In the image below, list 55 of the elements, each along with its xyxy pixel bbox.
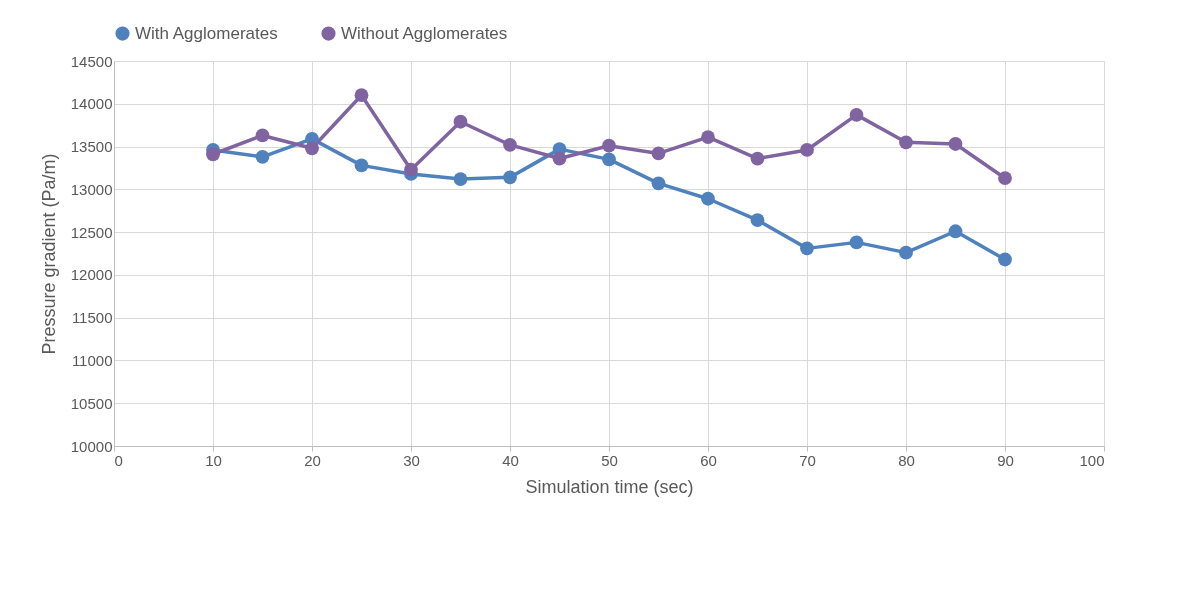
y-axis-title: Pressure gradient (Pa/m) [38, 153, 59, 355]
point [800, 241, 814, 256]
point [602, 138, 616, 153]
legend-label: Without Agglomerates [341, 23, 508, 43]
y-tick-label: 14500 [70, 52, 113, 70]
y-tick-label: 13500 [70, 138, 113, 156]
point [651, 176, 666, 191]
point [849, 235, 864, 250]
y-tick-label: 11500 [71, 309, 113, 327]
point [453, 172, 468, 186]
point [305, 141, 319, 156]
point [453, 114, 468, 129]
point [255, 149, 270, 164]
x-tick-label: 80 [898, 451, 915, 469]
point [701, 191, 715, 206]
y-tick-label: 11000 [71, 351, 113, 369]
legend-label: With Agglomerates [135, 23, 278, 43]
point [750, 151, 765, 166]
point [800, 143, 814, 157]
point [503, 137, 517, 152]
point [255, 128, 270, 143]
y-tick-label: 13000 [70, 180, 113, 198]
y-tick-label: 10500 [70, 394, 113, 412]
point [998, 171, 1012, 186]
point [750, 213, 765, 228]
point [206, 147, 220, 162]
point [899, 245, 913, 260]
point [701, 130, 715, 145]
point [948, 137, 963, 151]
point [849, 108, 864, 122]
x-tick-label: 60 [700, 451, 717, 469]
x-tick-label: 70 [799, 451, 816, 469]
y-tick-label: 10000 [70, 437, 113, 455]
point [354, 88, 369, 103]
x-axis-title: Simulation time (sec) [525, 476, 694, 497]
x-tick-label: 50 [601, 451, 618, 469]
x-tick-label: 30 [403, 451, 420, 469]
point [948, 224, 963, 239]
y-tick-label: 14000 [70, 95, 113, 113]
point [354, 158, 369, 173]
x-tick-label: 40 [502, 451, 519, 469]
point [404, 162, 418, 177]
point [552, 151, 567, 166]
x-tick-label: 10 [205, 451, 222, 469]
x-tick-label: 100 [1079, 451, 1105, 469]
y-tick-label: 12000 [70, 266, 113, 284]
x-tick-label: 90 [997, 451, 1014, 469]
x-tick-label: 0 [114, 451, 123, 469]
point [503, 170, 517, 185]
point [602, 152, 616, 167]
point [998, 252, 1012, 267]
point [651, 146, 666, 161]
x-tick-label: 20 [304, 451, 321, 469]
y-tick-label: 12500 [70, 223, 113, 241]
point [899, 135, 913, 150]
